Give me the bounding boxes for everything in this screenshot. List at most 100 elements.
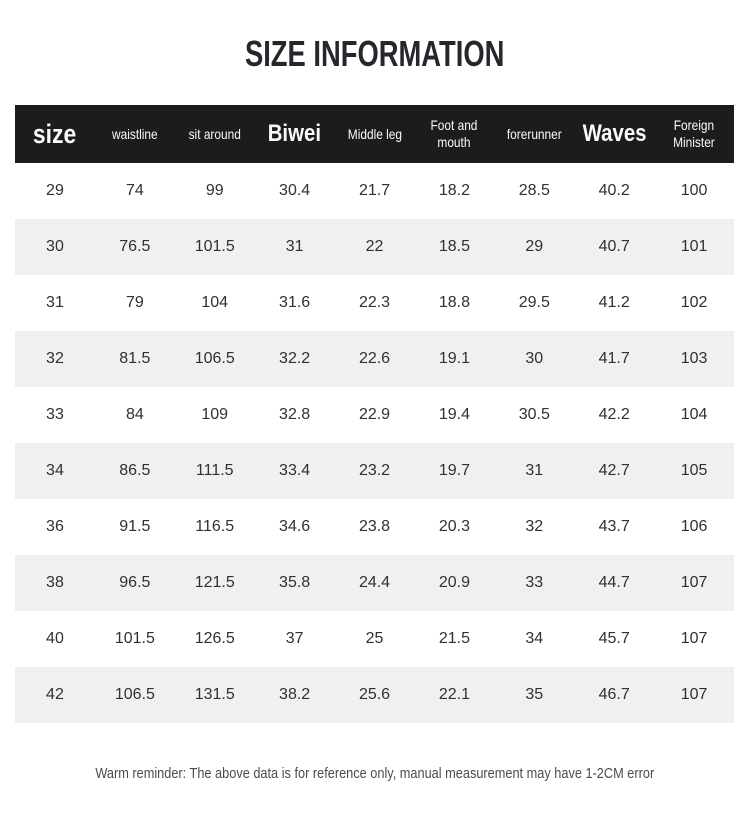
table-cell: 43.7 <box>598 518 630 535</box>
table-cell: 81.5 <box>119 350 151 367</box>
table-cell: 33.4 <box>279 462 311 479</box>
table-cell: 101.5 <box>194 238 235 255</box>
table-cell: 126.5 <box>194 630 235 647</box>
table-cell: 91.5 <box>119 518 151 535</box>
column-header-waistline: waistline <box>95 105 175 163</box>
table-row: 34 86.5 111.5 33.4 23.2 19.7 31 42.7 105 <box>15 443 734 499</box>
table-cell: 19.7 <box>438 462 470 479</box>
table-cell: 111.5 <box>195 462 234 479</box>
table-cell: 31 <box>525 462 544 479</box>
table-body: 29 74 99 30.4 21.7 18.2 28.5 40.2 100 30 76.5 101.5… <box>15 163 734 723</box>
table-row: 31 79 104 31.6 22.3 18.8 29.5 41.2 102 <box>15 275 734 331</box>
table-cell: 86.5 <box>119 462 151 479</box>
table-row: 29 74 99 30.4 21.7 18.2 28.5 40.2 100 <box>15 163 734 219</box>
table-cell: 102 <box>680 294 708 311</box>
table-row: 36 91.5 116.5 34.6 23.8 20.3 32 43.7 106 <box>15 499 734 555</box>
table-cell: 35.8 <box>279 574 311 591</box>
table-cell: 99 <box>205 182 224 199</box>
table-cell: 25 <box>365 630 384 647</box>
table-cell: 18.5 <box>438 238 470 255</box>
table-cell: 20.3 <box>438 518 470 535</box>
reminder-text: Warm reminder: The above data is for ref… <box>0 723 750 782</box>
table-cell: 18.8 <box>438 294 470 311</box>
table-cell: 116.5 <box>195 518 235 535</box>
table-cell: 31.6 <box>279 294 311 311</box>
table-cell: 107 <box>680 630 708 647</box>
page-title: SIZE INFORMATION <box>0 0 750 76</box>
table-cell: 21.7 <box>358 182 391 199</box>
table-cell: 84 <box>125 406 144 423</box>
table-cell: 103 <box>680 350 708 367</box>
table-cell: 32 <box>525 518 544 535</box>
table-cell: 29 <box>525 238 544 255</box>
table-cell: 32.2 <box>279 350 311 367</box>
table-cell: 24.4 <box>358 574 391 591</box>
column-header-size: size <box>15 105 95 163</box>
column-header-label: Foreign Minister <box>673 117 715 150</box>
table-cell: 76.5 <box>119 238 151 255</box>
table-cell: 46.7 <box>598 686 630 703</box>
table-cell: 20.9 <box>438 574 470 591</box>
table-cell: 34.6 <box>279 518 311 535</box>
table-cell: 106 <box>680 518 708 535</box>
table-cell: 30.4 <box>279 182 311 199</box>
table-cell: 79 <box>125 294 144 311</box>
page-title-text: SIZE INFORMATION <box>245 33 505 74</box>
table-cell: 104 <box>201 294 229 311</box>
table-cell: 30.5 <box>518 406 550 423</box>
column-header-label: Biwei <box>267 119 322 147</box>
table-cell: 96.5 <box>119 574 151 591</box>
table-cell: 40 <box>46 630 64 647</box>
column-header-label: forerunner <box>506 125 562 142</box>
table-cell: 42 <box>46 686 64 703</box>
table-cell: 35 <box>525 686 544 703</box>
column-header-foot-and-mouth: Foot and mouth <box>414 105 494 163</box>
table-cell: 121.5 <box>194 574 235 591</box>
table-cell: 22 <box>365 238 384 255</box>
column-header-label: waistline <box>112 125 158 142</box>
column-header-sit-around: sit around <box>175 105 255 163</box>
table-cell: 29.5 <box>518 294 550 311</box>
table-cell: 22.3 <box>358 294 391 311</box>
table-cell: 22.1 <box>438 686 470 703</box>
table-cell: 74 <box>125 182 144 199</box>
table-cell: 22.6 <box>358 350 391 367</box>
size-table: size waistline sit around Biwei Middle leg Fo… <box>15 105 734 723</box>
table-cell: 30 <box>525 350 544 367</box>
table-cell: 34 <box>525 630 544 647</box>
table-cell: 25.6 <box>358 686 391 703</box>
reminder-text-content: Warm reminder: The above data is for ref… <box>95 765 655 782</box>
table-cell: 101 <box>680 238 708 255</box>
table-cell: 36 <box>46 518 64 535</box>
table-cell: 33 <box>525 574 544 591</box>
table-cell: 107 <box>680 574 708 591</box>
table-cell: 41.2 <box>598 294 630 311</box>
table-cell: 40.7 <box>598 238 630 255</box>
table-cell: 28.5 <box>518 182 550 199</box>
table-cell: 31 <box>285 238 304 255</box>
column-header-label: size <box>33 118 77 149</box>
column-header-label: sit around <box>188 125 241 142</box>
table-cell: 22.9 <box>358 406 391 423</box>
table-cell: 42.7 <box>598 462 630 479</box>
table-cell: 38.2 <box>279 686 311 703</box>
column-header-biwei: Biwei <box>255 105 335 163</box>
table-cell: 23.2 <box>358 462 391 479</box>
table-row: 40 101.5 126.5 37 25 21.5 34 45.7 107 <box>15 611 734 667</box>
table-cell: 19.1 <box>438 350 470 367</box>
table-cell: 38 <box>46 574 64 591</box>
table-cell: 107 <box>680 686 708 703</box>
column-header-waves: Waves <box>574 105 654 163</box>
table-cell: 44.7 <box>598 574 630 591</box>
table-cell: 34 <box>46 462 64 479</box>
table-cell: 106.5 <box>194 350 235 367</box>
column-header-middle-leg: Middle leg <box>335 105 415 163</box>
table-cell: 101.5 <box>114 630 155 647</box>
table-row: 42 106.5 131.5 38.2 25.6 22.1 35 46.7 107 <box>15 667 734 723</box>
column-header-forerunner: forerunner <box>494 105 574 163</box>
table-cell: 104 <box>680 406 708 423</box>
column-header-label: Waves <box>582 119 647 147</box>
table-cell: 37 <box>285 630 304 647</box>
table-cell: 19.4 <box>438 406 470 423</box>
table-row: 32 81.5 106.5 32.2 22.6 19.1 30 41.7 103 <box>15 331 734 387</box>
